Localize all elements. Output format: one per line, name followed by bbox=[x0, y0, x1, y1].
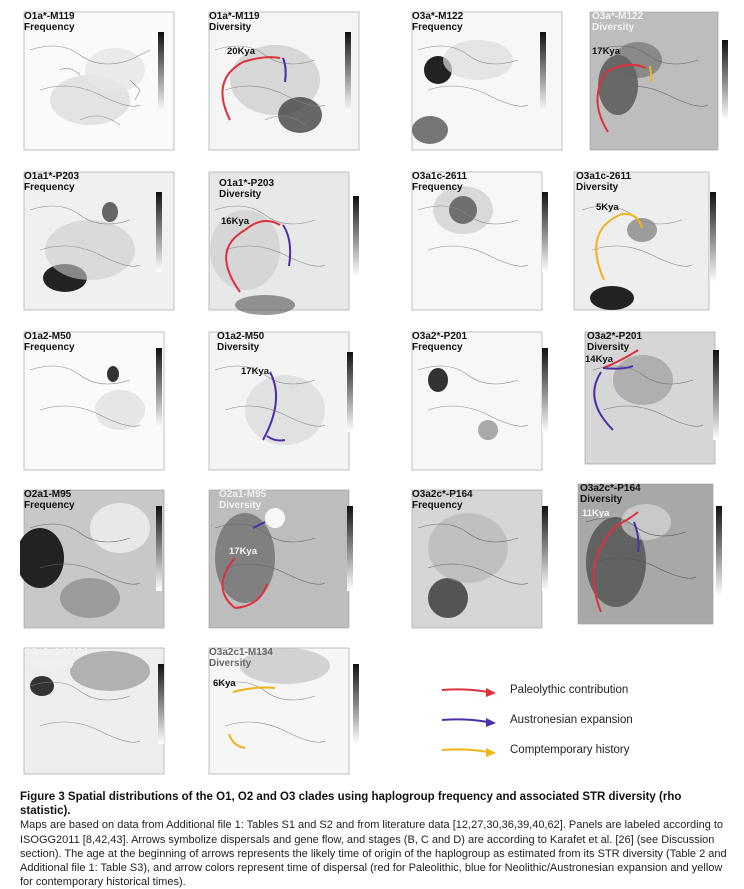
red-arrow-icon bbox=[441, 688, 496, 697]
panel-title: O3a2*-P201 Frequency bbox=[412, 331, 468, 353]
panel-title: O3a2c*-P164 Frequency bbox=[412, 489, 473, 511]
age-label: 16Kya bbox=[221, 216, 249, 227]
legend-label: Comptemporary history bbox=[510, 744, 630, 756]
blue-arrow-icon bbox=[441, 718, 496, 727]
age-label: 5Kya bbox=[596, 202, 619, 213]
panel-title: O3a2c*-P164 Diversity bbox=[580, 483, 641, 505]
map-panel-o1a1-p203-diversity: O1a1*-P203 Diversity 16Kya bbox=[205, 170, 375, 318]
map-panel-o1a2-m50-diversity: O1a2-M50 Diversity 17Kya bbox=[205, 330, 375, 478]
panel-title: O1a2-M50 Frequency bbox=[24, 331, 75, 353]
map-panel-o1a-m119-diversity: O1a*-M119 Diversity 20Kya bbox=[205, 10, 375, 158]
map-panel-o3a2-p201-diversity: O3a2*-P201 Diversity 14Kya bbox=[583, 330, 744, 478]
map-image bbox=[20, 489, 165, 629]
legend-item-contemporary: Comptemporary history bbox=[440, 744, 670, 760]
map-panel-o2a1-m95-diversity: O2a1-M95 Diversity 17Kya bbox=[205, 488, 375, 636]
map-image bbox=[411, 331, 548, 471]
map-image bbox=[577, 483, 722, 625]
age-label: 11Kya bbox=[582, 508, 610, 519]
panel-title: O2a1-M95 Frequency bbox=[24, 489, 75, 511]
panel-title: O3a*-M122 Frequency bbox=[412, 11, 464, 33]
map-image bbox=[208, 489, 353, 629]
map-panel-o3a-m122-diversity: O3a*-M122 Diversity 17Kya bbox=[588, 10, 744, 158]
caption-body: Maps are based on data from Additional f… bbox=[20, 819, 727, 889]
panel-title: O3a2c1-M134 Frequency bbox=[24, 647, 88, 669]
legend-label: Austronesian expansion bbox=[510, 714, 633, 726]
map-panel-o3a2c1-m134-frequency: O3a2c1-M134 Frequency bbox=[20, 646, 190, 794]
map-image bbox=[584, 331, 719, 465]
age-label: 14Kya bbox=[585, 354, 613, 365]
map-panel-o3a1c-2611-diversity: O3a1c-2611 Diversity 5Kya bbox=[572, 170, 742, 318]
map-image bbox=[23, 331, 165, 471]
panel-title: O3a1c-2611 Frequency bbox=[412, 171, 468, 193]
panel-title: O1a1*-P203 Frequency bbox=[24, 171, 80, 193]
map-panel-o3a2-p201-frequency: O3a2*-P201 Frequency bbox=[408, 330, 578, 478]
age-label: 6Kya bbox=[213, 678, 236, 689]
yellow-arrow-icon bbox=[441, 748, 496, 757]
map-panel-o1a2-m50-frequency: O1a2-M50 Frequency bbox=[20, 330, 190, 478]
map-panel-o1a-m119-frequency: O1a*-M119 Frequency bbox=[20, 10, 190, 158]
map-image bbox=[23, 647, 165, 775]
map-image bbox=[411, 171, 548, 311]
panel-title: O2a1-M95 Diversity bbox=[219, 489, 267, 511]
panel-title: O1a2-M50 Diversity bbox=[217, 331, 265, 353]
age-label: 20Kya bbox=[227, 46, 255, 57]
age-label: 17Kya bbox=[241, 366, 269, 377]
map-panel-o2a1-m95-frequency: O2a1-M95 Frequency bbox=[20, 488, 190, 636]
caption-title: Figure 3 Spatial distributions of the O1… bbox=[20, 791, 682, 818]
map-image bbox=[208, 171, 359, 315]
panel-title: O3a1c-2611 Diversity bbox=[576, 171, 632, 193]
panel-title: O3a2*-P201 Diversity bbox=[587, 331, 643, 353]
map-image bbox=[23, 11, 175, 151]
map-image bbox=[208, 11, 360, 151]
map-panel-o3a-m122-frequency: O3a*-M122 Frequency bbox=[408, 10, 578, 158]
map-panel-o3a2c1-m134-diversity: O3a2c1-M134 Diversity 6Kya bbox=[205, 646, 375, 794]
map-image bbox=[208, 331, 353, 471]
map-image bbox=[411, 489, 548, 629]
panel-title: O1a1*-P203 Diversity bbox=[219, 178, 275, 200]
age-label: 17Kya bbox=[229, 546, 257, 557]
figure-caption: Figure 3 Spatial distributions of the O1… bbox=[20, 790, 728, 889]
panel-title: O1a*-M119 Diversity bbox=[209, 11, 260, 33]
panel-title: O1a*-M119 Frequency bbox=[24, 11, 75, 33]
legend-item-paleolithic: Paleolythic contribution bbox=[440, 684, 670, 700]
map-panel-o1a1-p203-frequency: O1a1*-P203 Frequency bbox=[20, 170, 190, 318]
map-image bbox=[23, 171, 175, 311]
arrow-legend: Paleolythic contribution Austronesian ex… bbox=[440, 684, 670, 774]
panel-title: O3a*-M122 Diversity bbox=[592, 11, 644, 33]
map-panel-o3a1c-2611-frequency: O3a1c-2611 Frequency bbox=[408, 170, 578, 318]
map-panel-o3a2c-p164-diversity: O3a2c*-P164 Diversity 11Kya bbox=[576, 482, 744, 630]
map-image bbox=[589, 11, 728, 151]
map-image bbox=[208, 647, 359, 775]
legend-item-austronesian: Austronesian expansion bbox=[440, 714, 670, 730]
legend-label: Paleolythic contribution bbox=[510, 684, 629, 696]
map-image bbox=[573, 171, 716, 311]
map-panel-o3a2c-p164-frequency: O3a2c*-P164 Frequency bbox=[408, 488, 578, 636]
age-label: 17Kya bbox=[592, 46, 620, 57]
panel-title: O3a2c1-M134 Diversity bbox=[209, 647, 273, 669]
map-image bbox=[411, 11, 563, 151]
